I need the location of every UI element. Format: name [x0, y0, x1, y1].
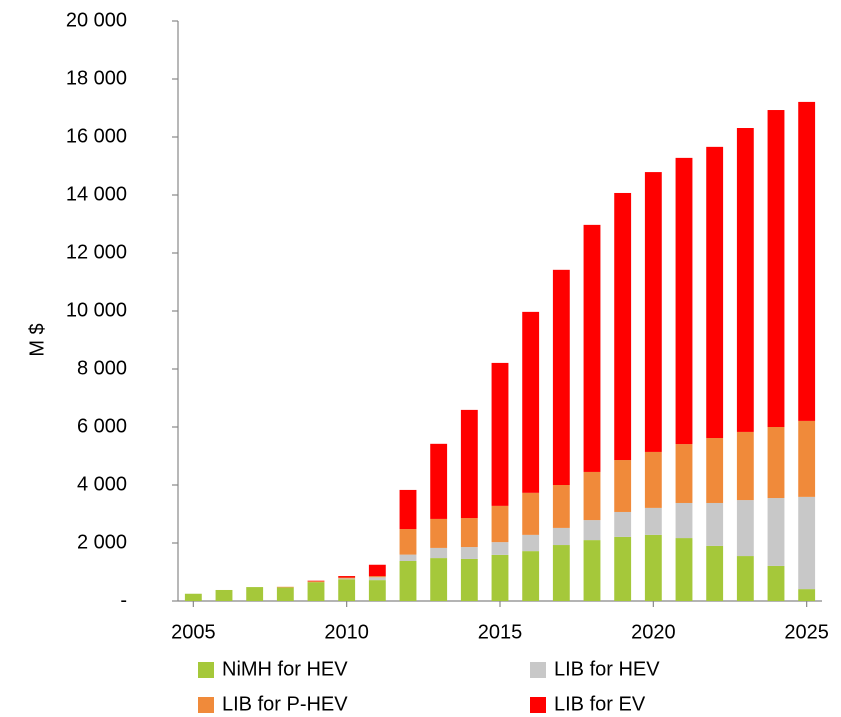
bar-segment	[522, 551, 540, 601]
legend-label: LIB for EV	[554, 693, 646, 715]
bar-segment	[368, 580, 386, 601]
bar-segment	[460, 547, 478, 559]
bar-segment	[767, 110, 785, 427]
bar-segment	[583, 224, 601, 472]
bar-segment	[338, 577, 356, 579]
legend-label: NiMH for HEV	[222, 658, 348, 680]
bar-segment	[736, 128, 754, 432]
y-tick-label: 6 000	[77, 415, 127, 437]
bar-segment	[583, 471, 601, 521]
bar-segment	[491, 362, 509, 506]
legend-label: LIB for P-HEV	[222, 693, 348, 715]
bar-segment	[798, 101, 816, 421]
y-tick-label: -	[120, 589, 127, 611]
bar-segment	[307, 580, 325, 582]
bar-segment	[614, 511, 632, 537]
x-tick-label: 2005	[171, 621, 216, 643]
bar-segment	[276, 587, 294, 601]
bar-segment	[399, 489, 417, 530]
bar-segment	[460, 518, 478, 548]
bar-segment	[675, 444, 693, 503]
bar-segment	[338, 579, 356, 601]
x-tick-label: 2025	[784, 621, 829, 643]
bar-segment	[522, 311, 540, 493]
bar-segment	[215, 589, 233, 601]
bar-segment	[767, 427, 785, 499]
bar-segment	[675, 502, 693, 539]
bar-segment	[399, 560, 417, 601]
bar-segment	[675, 157, 693, 445]
bar-segment	[522, 492, 540, 535]
bar-segment	[706, 438, 724, 503]
bar-segment	[767, 498, 785, 566]
bar-segment	[338, 576, 356, 578]
bar-segment	[307, 582, 325, 601]
bar-segment	[307, 581, 325, 583]
bar-segment	[798, 420, 816, 497]
bar-segment	[276, 586, 294, 588]
bar-segment	[798, 496, 816, 590]
bar-segment	[798, 589, 816, 601]
bar-segment	[614, 192, 632, 461]
bar-segment	[552, 269, 570, 485]
bar-segment	[614, 460, 632, 512]
y-tick-label: 18 000	[66, 67, 127, 89]
bar-segment	[430, 547, 448, 559]
bar-segment	[491, 505, 509, 543]
bar-segment	[338, 578, 356, 580]
bar-segment	[614, 536, 632, 601]
bar-segment	[736, 500, 754, 557]
bar-segment	[368, 577, 386, 581]
bar-segment	[184, 593, 202, 601]
bar-segment	[736, 431, 754, 501]
bar-segment	[706, 502, 724, 546]
bar-segment	[706, 545, 724, 601]
bar-segment	[644, 507, 662, 535]
bar-segment	[522, 534, 540, 552]
y-axis-label: M $	[26, 323, 48, 356]
bar-segment	[552, 527, 570, 546]
x-tick-label: 2020	[631, 621, 676, 643]
bar-segment	[583, 540, 601, 601]
bar-segment	[399, 529, 417, 555]
bar-segment	[368, 576, 386, 578]
x-tick-label: 2015	[478, 621, 523, 643]
bar-segment	[706, 146, 724, 439]
legend-swatch	[530, 662, 546, 678]
y-tick-label: 14 000	[66, 183, 127, 205]
y-tick-label: 20 000	[66, 9, 127, 31]
y-tick-label: 16 000	[66, 125, 127, 147]
bar-segment	[552, 545, 570, 601]
bar-segment	[430, 518, 448, 548]
bar-segment	[368, 564, 386, 577]
y-tick-label: 4 000	[77, 473, 127, 495]
bar-segment	[767, 565, 785, 601]
bar-segment	[491, 542, 509, 555]
y-tick-label: 8 000	[77, 357, 127, 379]
bar-segment	[460, 558, 478, 601]
bar-segment	[552, 485, 570, 528]
bar-segment	[736, 556, 754, 601]
bar-segment	[399, 554, 417, 561]
bar-segment	[675, 538, 693, 601]
bar-segment	[583, 520, 601, 541]
legend-label: LIB for HEV	[554, 658, 660, 680]
y-tick-label: 10 000	[66, 299, 127, 321]
bar-segment	[460, 409, 478, 519]
bar-segment	[430, 558, 448, 601]
bar-segment	[644, 172, 662, 452]
y-tick-label: 12 000	[66, 241, 127, 263]
bar-segment	[644, 534, 662, 601]
legend-swatch	[198, 697, 214, 713]
bar-segment	[491, 554, 509, 601]
bar-segment	[644, 451, 662, 508]
x-tick-label: 2010	[324, 621, 369, 643]
legend-swatch	[530, 697, 546, 713]
bar-segment	[430, 443, 448, 519]
bar-segment	[246, 587, 264, 601]
y-tick-label: 2 000	[77, 531, 127, 553]
legend-swatch	[198, 662, 214, 678]
